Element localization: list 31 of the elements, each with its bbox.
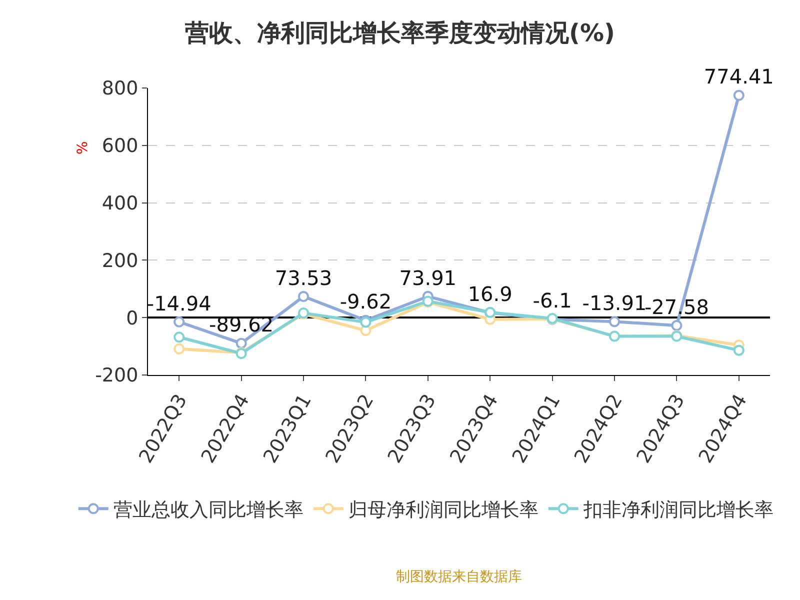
point [733,344,744,356]
legend-label: 归母净利润同比增长率 [348,499,538,522]
y-tick-label: 200 [102,250,138,272]
data-label: 774.41 [704,64,774,89]
point [236,338,247,349]
data-label: 73.91 [399,266,457,290]
data-label: 73.53 [274,266,332,290]
y-tick-label: 0 [126,307,138,330]
data-label: -13.91 [582,290,647,315]
y-tick-label: 600 [102,135,138,158]
text: 制图数据来自数据库 [396,569,522,585]
data-label: -89.62 [209,312,274,337]
data-label: -9.62 [340,290,392,314]
y-tick-label: -200 [95,364,138,387]
data-label: -14.94 [146,291,212,316]
y-tick-label: 800 [102,78,138,100]
point [174,343,185,354]
point [609,316,620,328]
y-axis-title: % [75,141,92,155]
point [174,316,185,328]
legend-label: 营业总收入同比增长率 [113,499,304,522]
y-tick-label: 400 [102,192,138,214]
data-label: -27.58 [644,294,709,319]
legend-label: 扣非净利润同比增长率 [582,499,774,522]
point [174,332,185,343]
point [298,291,309,302]
data-label: 16.9 [468,282,512,306]
data-label: -6.1 [532,288,572,313]
chart-title: 营收、净利同比增长率季度变动情况(%) [184,18,615,47]
point [671,320,682,332]
point [733,90,744,101]
